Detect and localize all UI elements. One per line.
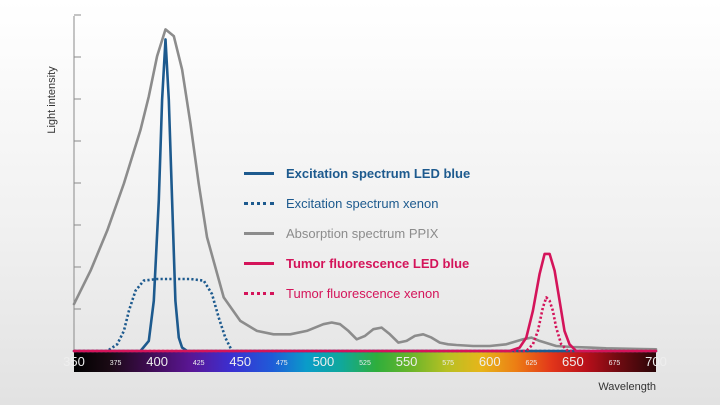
x-tick-label: 600 — [479, 354, 501, 369]
x-tick-label: 700 — [645, 354, 667, 369]
legend-swatch — [244, 171, 274, 175]
legend-swatch — [244, 201, 274, 205]
legend-item: Absorption spectrum PPIX — [244, 218, 470, 248]
legend: Excitation spectrum LED blue Excitation … — [244, 158, 470, 308]
x-tick-label-minor: 525 — [359, 360, 371, 367]
legend-item: Tumor fluorescence xenon — [244, 278, 470, 308]
series-line-4 — [72, 252, 658, 353]
legend-swatch — [244, 261, 274, 265]
series-line-3 — [72, 28, 658, 351]
x-tick-label-minor: 425 — [193, 360, 205, 367]
x-tick-label-minor: 475 — [276, 360, 288, 367]
y-axis-label: Light intensity — [46, 66, 58, 134]
x-tick-label-minor: 625 — [525, 360, 537, 367]
legend-swatch — [244, 291, 274, 295]
spectrum-color-band — [74, 351, 656, 372]
legend-label: Absorption spectrum PPIX — [286, 225, 439, 241]
x-tick-label-minor: 575 — [442, 360, 454, 367]
x-tick-label-minor: 675 — [609, 360, 621, 367]
x-tick-label-minor: 375 — [110, 360, 122, 367]
x-axis-label: Wavelength — [598, 381, 656, 393]
legend-label: Excitation spectrum LED blue — [286, 165, 471, 181]
x-tick-label: 450 — [229, 354, 251, 369]
legend-item: Excitation spectrum LED blue — [244, 158, 470, 188]
series-line-2 — [74, 277, 656, 353]
legend-label: Excitation spectrum xenon — [286, 195, 439, 211]
x-tick-label: 400 — [146, 354, 168, 369]
x-tick-label: 350 — [63, 354, 85, 369]
x-tick-label: 500 — [313, 354, 335, 369]
legend-item: Tumor fluorescence LED blue — [244, 248, 470, 278]
legend-item: Excitation spectrum xenon — [244, 188, 470, 218]
x-tick-label: 650 — [562, 354, 584, 369]
legend-label: Tumor fluorescence xenon — [286, 285, 440, 301]
legend-swatch — [244, 231, 274, 235]
legend-label: Tumor fluorescence LED blue — [286, 255, 470, 271]
x-tick-label: 550 — [396, 354, 418, 369]
